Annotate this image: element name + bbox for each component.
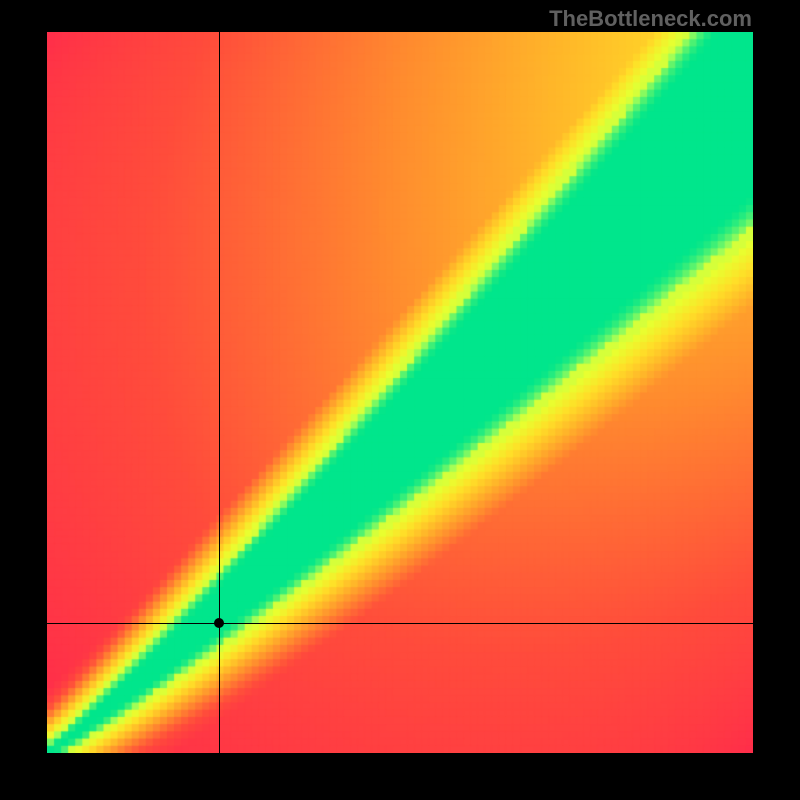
crosshair-vertical-line: [219, 32, 220, 753]
plot-area: [47, 32, 753, 753]
watermark-text: TheBottleneck.com: [549, 6, 752, 32]
bottleneck-heatmap: [47, 32, 753, 753]
crosshair-marker-dot: [214, 618, 224, 628]
crosshair-horizontal-line: [47, 623, 753, 624]
